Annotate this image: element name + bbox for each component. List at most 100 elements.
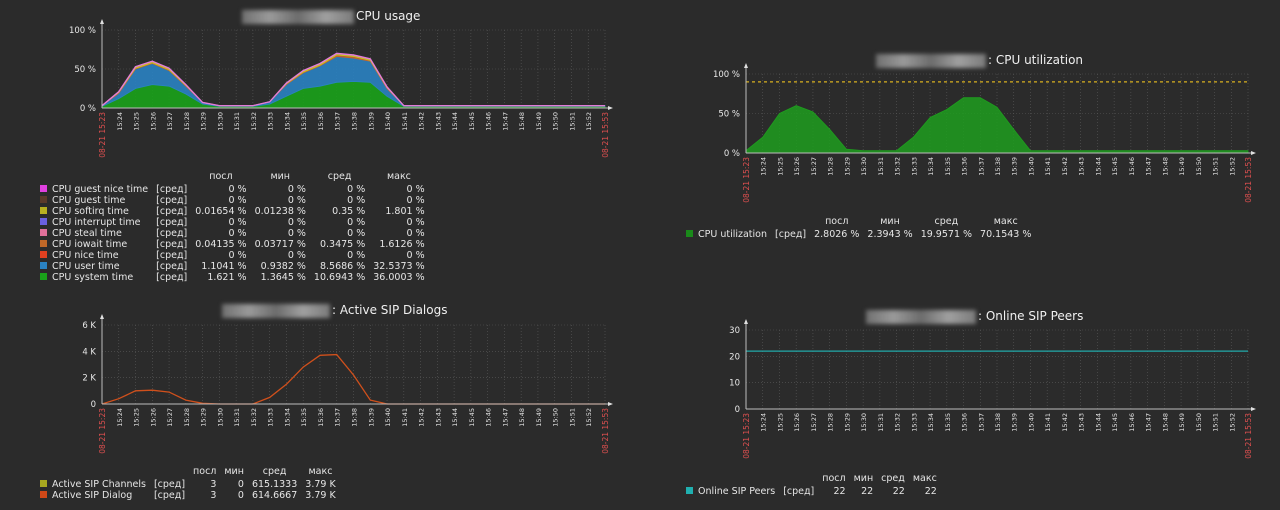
x-tick-label: 15:25 [133,408,141,427]
y-tick-label: 30 [729,326,740,336]
legend-value-last: 0 % [228,250,247,261]
legend-value-min: 0 [237,490,244,501]
y-tick-label: 0 % [724,149,740,159]
y-tick-label: 50 % [74,65,96,75]
legend-function: [сред] [156,206,188,217]
x-tick-label: 15:43 [1078,413,1086,432]
x-tick-label: 15:45 [1111,157,1119,176]
legend-value-last: 0.04135 % [195,239,247,250]
legend-swatch [40,262,47,269]
legend-value-avg: 615.1333 [251,479,298,490]
x-tick-label: 15:50 [1195,157,1203,176]
legend-series-name: CPU steal time [40,228,152,239]
x-tick-label: 15:50 [552,112,560,131]
x-tick-label: 15:26 [793,157,801,176]
legend-function: [сред] [156,272,188,283]
legend-value-avg: 0 % [347,184,366,195]
legend-header: макс [993,216,1018,227]
legend-value-max: 22 [924,486,937,497]
y-tick-label: 20 [729,352,740,362]
legend-swatch [40,251,47,258]
legend-value-last: 0 % [228,184,247,195]
redacted-host [222,303,330,318]
legend-header: мин [224,466,244,477]
legend-series-name: CPU softirq time [40,206,152,217]
legend-value-avg: 0.3475 % [319,239,366,250]
x-tick-label: 15:42 [418,408,426,427]
sip-dialogs-legend: посл мин сред макс Active SIP Channels [сред]… [40,466,340,501]
x-tick-label: 15:46 [485,408,493,427]
x-axis-arrow [608,402,613,406]
legend-value-min: 0 [237,479,244,490]
x-axis-arrow [608,106,613,110]
legend-value-max: 32.5373 % [373,261,425,272]
x-tick-label: 15:32 [250,112,258,131]
x-tick-label: 15:35 [944,157,952,176]
legend-header-blank [40,466,150,479]
legend-value-max: 0 % [406,250,425,261]
legend-function: [сред] [153,479,186,490]
x-edge-date-label: 08-21 15:53 [601,112,610,158]
x-tick-label: 15:39 [367,112,375,131]
legend-value-max: 36.0003 % [373,272,425,283]
x-tick-label: 15:31 [233,408,241,427]
x-tick-label: 15:29 [843,157,851,176]
legend-header: макс [386,171,411,182]
x-axis-arrow [1251,151,1256,155]
x-tick-label: 15:41 [1044,157,1052,176]
x-tick-label: 15:29 [200,408,208,427]
x-tick-label: 15:30 [860,413,868,432]
sip-peers-legend: посл мин сред макс Online SIP Peers [сред] 22 2… [686,473,941,497]
legend-row: Active SIP Channels [сред] 3 0 615.1333 3.79 … [40,479,340,490]
x-tick-label: 15:37 [977,413,985,432]
y-axis-arrow [100,314,104,319]
legend-value-min: 2.3943 % [867,229,913,240]
legend-value-min: 1.3645 % [260,272,306,283]
x-tick-label: 15:37 [334,408,342,427]
x-tick-label: 15:32 [250,408,258,427]
x-tick-label: 15:49 [1178,413,1186,432]
x-tick-label: 15:37 [334,112,342,131]
legend-header: макс [308,466,333,477]
x-tick-label: 15:48 [1161,157,1169,176]
legend-value-last: 22 [833,486,846,497]
legend-value-avg: 10.6943 % [313,272,366,283]
legend-header-blank [779,473,818,486]
y-tick-label: 0 % [80,104,96,114]
x-tick-label: 15:50 [552,408,560,427]
legend-series-name: CPU guest nice time [40,184,152,195]
legend-row: Online SIP Peers [сред] 22 22 22 22 [686,486,941,497]
legend-series-name: CPU utilization [686,229,771,240]
x-tick-label: 15:38 [994,157,1002,176]
legend-value-avg: 19.9571 % [920,229,973,240]
x-tick-label: 15:44 [451,408,459,427]
legend-series-name: CPU nice time [40,250,152,261]
legend-value-min: 0.9382 % [260,261,306,272]
x-tick-label: 15:40 [1027,413,1035,432]
sip-peers-chart: 0 10 20 30 15:24 15:25 15:26 15:27 15:28 15:29 15:… [729,319,1256,459]
x-tick-label: 15:44 [1094,413,1102,432]
x-tick-label: 15:37 [977,157,985,176]
legend-value-last: 3 [210,479,217,490]
legend-series-name: Active SIP Channels [40,479,150,490]
x-tick-label: 15:45 [468,112,476,131]
legend-value-max: 0 % [406,195,425,206]
x-tick-label: 15:28 [183,408,191,427]
legend-value-last: 1.1041 % [201,261,247,272]
x-tick-label: 15:36 [317,112,325,131]
x-tick-label: 15:38 [351,112,359,131]
x-tick-label: 15:29 [200,112,208,131]
x-tick-label: 15:31 [877,413,885,432]
legend-series-name: Active SIP Dialog [40,490,150,501]
x-tick-label: 15:40 [1027,157,1035,176]
x-tick-label: 15:30 [216,408,224,427]
sip-dialogs-chart: 0 2 K 4 K 6 K 15:24 15:25 15:26 15:27 15:28 15:29… [82,314,613,454]
x-tick-label: 15:29 [843,413,851,432]
x-tick-label: 15:43 [434,112,442,131]
x-tick-label: 15:48 [518,408,526,427]
x-tick-label: 15:38 [351,408,359,427]
legend-value-avg: 0 % [347,217,366,228]
chart-title: : Online SIP Peers [866,309,1083,324]
x-tick-label: 15:43 [434,408,442,427]
legend-row: CPU nice time [сред] 0 % 0 % 0 % 0 % [40,250,429,261]
